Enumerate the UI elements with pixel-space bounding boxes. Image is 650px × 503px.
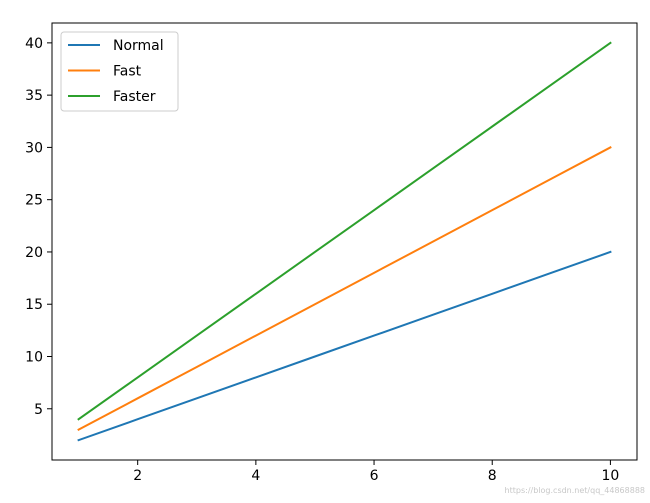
x-tick-label: 2	[133, 468, 142, 484]
y-tick-label: 35	[25, 88, 43, 104]
watermark: https://blog.csdn.net/qq_44868888	[505, 486, 645, 495]
y-tick-label: 40	[25, 36, 43, 52]
x-axis-ticks: 2 4 6 8 10	[133, 460, 619, 484]
x-tick-label: 10	[601, 468, 619, 484]
x-tick-label: 8	[488, 468, 497, 484]
legend-items: Normal Fast Faster	[68, 38, 164, 105]
legend-label-faster: Faster	[113, 89, 156, 105]
y-tick-label: 10	[25, 350, 43, 366]
y-tick-label: 5	[34, 402, 43, 418]
y-tick-label: 30	[25, 140, 43, 156]
legend-box	[60, 31, 179, 112]
legend-label-normal: Normal	[113, 38, 164, 54]
series-line-normal	[77, 250, 612, 442]
x-tick-label: 4	[251, 468, 260, 484]
x-tick-label: 6	[370, 468, 379, 484]
y-tick-label: 25	[25, 193, 43, 209]
plot-frame	[51, 22, 638, 461]
series-line-fast	[77, 146, 612, 432]
y-axis-ticks: 5 10 15 20 25 30 35 40	[25, 36, 52, 418]
y-tick-label: 15	[25, 297, 43, 313]
legend: Normal Fast Faster	[60, 31, 179, 112]
legend-label-fast: Fast	[113, 64, 142, 80]
y-tick-label: 20	[25, 245, 43, 261]
series-line-faster	[77, 41, 612, 421]
series-layer	[77, 41, 612, 442]
